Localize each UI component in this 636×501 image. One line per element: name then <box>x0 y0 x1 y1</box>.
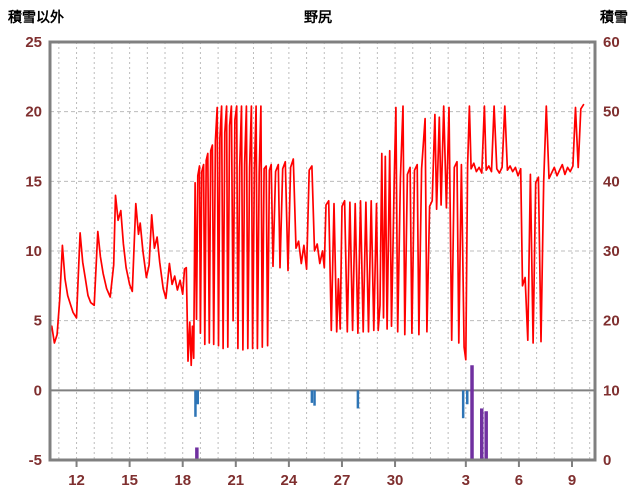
x-tick-label: 12 <box>68 472 85 489</box>
right-axis-title: 積雪 <box>599 9 628 25</box>
x-tick-label: 18 <box>174 472 191 489</box>
right-tick-label: 10 <box>603 382 620 399</box>
left-tick-label: 10 <box>25 243 42 260</box>
x-tick-label: 27 <box>334 472 351 489</box>
x-tick-label: 3 <box>462 472 470 489</box>
left-tick-label: 25 <box>25 34 42 51</box>
x-tick-label: 21 <box>227 472 244 489</box>
plot-frame <box>48 40 597 462</box>
right-tick-label: 40 <box>603 173 620 190</box>
left-tick-label: -5 <box>29 452 42 469</box>
x-tick-label: 9 <box>568 472 576 489</box>
left-tick-label: 0 <box>34 382 42 399</box>
left-axis-title: 積雪以外 <box>7 9 64 25</box>
right-tick-label: 60 <box>603 34 620 51</box>
left-tick-label: 15 <box>25 173 42 190</box>
x-tick-label: 15 <box>121 472 138 489</box>
x-tick-label: 6 <box>515 472 523 489</box>
left-tick-label: 20 <box>25 104 42 121</box>
temperature-line <box>50 103 585 367</box>
left-tick-label: 5 <box>34 313 42 330</box>
plot-area: 12 15 18 21 24 27 30 3 6 92520151050-560504030201… <box>25 34 619 489</box>
x-tick-label: 24 <box>281 472 298 489</box>
right-tick-label: 20 <box>603 313 620 330</box>
right-tick-label: 0 <box>603 452 611 469</box>
x-tick-label: 30 <box>387 472 404 489</box>
right-tick-label: 50 <box>603 104 620 121</box>
right-tick-label: 30 <box>603 243 620 260</box>
chart-title: 野尻 <box>304 9 332 25</box>
